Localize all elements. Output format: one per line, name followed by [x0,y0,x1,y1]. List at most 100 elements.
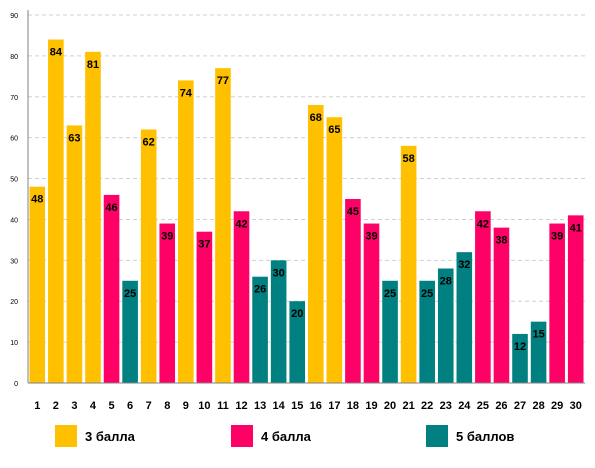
data-label: 30 [273,267,285,279]
x-axis: 1 2 3 4 5 6 7 8 9 10 11 12 13 14 15 16 17 18 19 20 21 22 23 24 2… [28,382,585,412]
bar [159,223,176,383]
data-label: 77 [217,75,229,87]
data-label: 46 [105,202,117,214]
y-tick-label: 70 [10,95,18,102]
data-label: 42 [477,218,489,230]
x-tick-label: 9 [183,400,189,412]
data-label: 25 [421,288,433,300]
y-tick-label: 20 [10,299,18,306]
data-label: 68 [310,112,322,124]
x-tick-label: 5 [108,400,114,412]
x-tick-label: 10 [198,400,210,412]
data-label: 37 [198,239,210,251]
data-label: 20 [291,308,303,320]
x-tick-label: 1 [34,400,40,412]
y-tick-label: 60 [10,136,18,143]
bar [549,223,565,383]
bar [29,186,46,383]
x-tick-label: 2 [53,400,59,412]
x-tick-label: 12 [235,400,247,412]
legend-label-5: 5 баллов [456,428,515,444]
bar [140,129,157,383]
legend-item-4: 4 балла [231,425,311,447]
legend-label-4: 4 балла [261,428,311,444]
bar [289,301,306,383]
y-tick-label: 40 [10,217,18,224]
bar [363,223,380,383]
bar [66,125,83,384]
x-tick-label: 22 [421,400,433,412]
y-tick-label: 90 [10,13,18,20]
bar [196,231,213,383]
data-label: 84 [50,47,63,59]
x-tick-label: 20 [384,400,396,412]
y-axis: 0 10 20 30 40 50 60 70 80 90 [10,10,29,388]
x-tick-label: 25 [477,400,489,412]
data-label: 26 [254,284,266,296]
legend-item-5: 5 баллов [426,425,514,447]
data-label: 74 [180,87,193,99]
y-tick-label: 30 [10,258,18,265]
bar [456,252,473,383]
bar [419,280,435,383]
bar [233,211,250,383]
x-tick-label: 8 [164,400,170,412]
x-tick-label: 15 [291,400,303,412]
data-label: 28 [440,276,452,288]
bar [512,333,528,383]
x-tick-label: 17 [328,400,340,412]
bar [48,39,64,384]
x-tick-label: 26 [495,400,507,412]
data-label: 25 [384,288,396,300]
y-tick-label: 10 [10,340,18,347]
gridlines [28,14,585,343]
y-tick-label: 80 [10,54,18,61]
bar [178,80,194,383]
bar [215,68,231,384]
data-label: 81 [87,59,99,71]
data-label: 39 [161,231,173,243]
bar [382,280,398,383]
data-label: 62 [143,136,155,148]
bar [122,280,138,383]
x-tick-label: 27 [514,400,526,412]
data-label: 38 [495,235,507,247]
x-tick-label: 19 [365,400,377,412]
x-tick-label: 21 [402,400,414,412]
data-label: 63 [68,132,80,144]
bar [252,276,268,383]
data-label: 65 [328,124,340,136]
x-tick-label: 23 [440,400,452,412]
x-tick-label: 11 [217,400,229,412]
data-label: 41 [570,222,582,234]
bar [567,215,584,383]
legend-label-3: 3 балла [85,428,135,444]
x-tick-label: 16 [310,400,322,412]
bar [270,260,287,383]
bar [326,117,343,383]
x-tick-label: 14 [273,400,286,412]
data-label: 25 [124,288,136,300]
x-tick-label: 4 [90,400,97,412]
legend-item-3: 3 балла [55,425,135,447]
x-tick-label: 24 [458,400,471,412]
bar [307,104,324,383]
y-tick-label: 0 [14,381,18,388]
legend-swatch-4 [231,425,253,447]
bar [437,268,454,383]
data-label: 39 [365,231,377,243]
x-tick-label: 13 [254,400,266,412]
x-tick-label: 28 [532,400,544,412]
bar [345,199,361,383]
data-label: 48 [31,194,43,206]
x-tick-label: 6 [127,400,133,412]
data-label: 15 [532,329,544,341]
bars: 48 84 63 81 46 25 62 39 74 37 77 42 26 30 20 68 65 45 39 25… [29,39,584,384]
x-tick-label: 7 [146,400,152,412]
x-tick-label: 30 [570,400,582,412]
data-label: 12 [514,341,526,353]
bar [103,194,120,383]
bar [85,51,101,384]
bar [400,145,417,383]
